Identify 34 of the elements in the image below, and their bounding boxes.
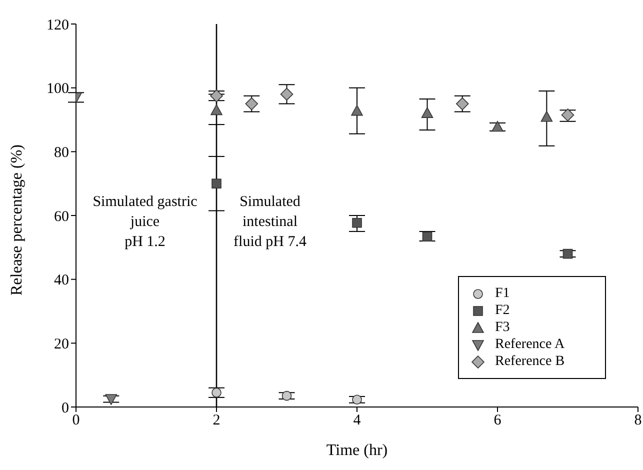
- point: [212, 178, 222, 188]
- x-tick-label: 2: [212, 412, 220, 429]
- point: [210, 104, 222, 116]
- point: [352, 394, 362, 405]
- point: [282, 390, 292, 401]
- point: [212, 388, 222, 398]
- point: [492, 120, 504, 132]
- y-axis-title: Release percentage (%): [8, 144, 26, 296]
- legend-label: Reference B: [495, 353, 565, 370]
- point: [351, 104, 363, 116]
- y-tick-label: 40: [54, 272, 69, 289]
- point: [422, 232, 432, 242]
- annotation: Simulated intestinal fluid pH 7.4: [232, 193, 308, 252]
- x-tick-label: 8: [634, 412, 642, 429]
- legend-label: F3: [495, 319, 510, 336]
- point: [421, 107, 434, 118]
- y-tick-label: 120: [46, 17, 69, 34]
- point: [280, 88, 294, 101]
- y-tick-label: 100: [46, 81, 69, 98]
- point: [540, 110, 553, 122]
- legend-label: F2: [495, 302, 510, 319]
- legend-label: F1: [495, 285, 510, 302]
- point: [562, 248, 573, 259]
- point: [352, 218, 362, 228]
- x-tick-label: 0: [72, 412, 80, 429]
- y-tick-label: 20: [54, 336, 69, 352]
- x-tick-label: 6: [494, 412, 502, 429]
- y-tick-label: 60: [54, 208, 69, 225]
- y-tick-label: 80: [54, 144, 69, 161]
- y-tick-label: 0: [62, 400, 69, 416]
- annotation: Simulated gastric juice pH 1.2: [92, 193, 198, 252]
- x-tick-label: 4: [353, 412, 362, 429]
- legend-label: Reference A: [495, 336, 565, 353]
- x-axis-title: Time (hr): [326, 442, 388, 459]
